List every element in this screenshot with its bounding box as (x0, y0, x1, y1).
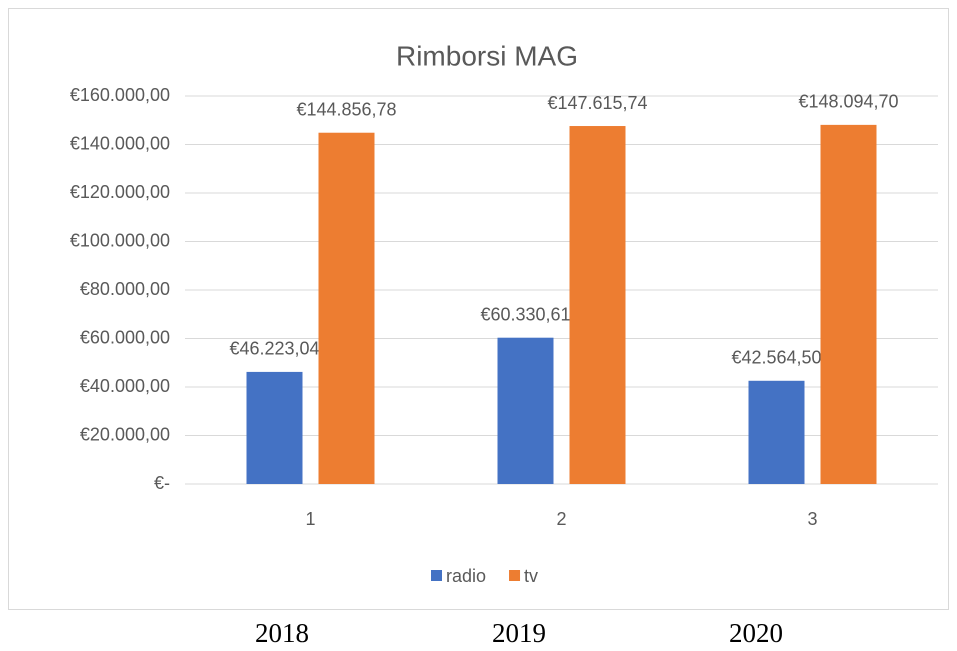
data-label: €46.223,04 (229, 339, 319, 359)
year-caption: 2019 (492, 618, 546, 648)
bar (497, 337, 554, 484)
x-tick-label: 3 (807, 509, 817, 529)
chart-frame (8, 8, 949, 610)
y-tick-label: €140.000,00 (70, 133, 170, 153)
legend-label: tv (524, 566, 538, 586)
legend-label: radio (446, 566, 486, 586)
legend-swatch (509, 570, 521, 581)
x-tick-label: 2 (556, 509, 566, 529)
y-tick-label: €20.000,00 (80, 424, 170, 444)
y-tick-label: €120.000,00 (70, 182, 170, 202)
year-caption: 2018 (255, 618, 309, 648)
bar (820, 124, 877, 484)
y-tick-label: €40.000,00 (80, 376, 170, 396)
x-tick-label: 1 (305, 509, 315, 529)
year-caption: 2020 (729, 618, 783, 648)
data-label: €147.615,74 (547, 93, 647, 113)
bar (748, 380, 805, 484)
y-tick-label: €100.000,00 (70, 230, 170, 250)
data-label: €148.094,70 (798, 92, 898, 112)
y-tick-label: €60.000,00 (80, 327, 170, 347)
y-tick-label: €- (154, 473, 170, 493)
data-label: €42.564,50 (731, 348, 821, 368)
y-tick-label: €160.000,00 (70, 85, 170, 105)
y-tick-label: €80.000,00 (80, 279, 170, 299)
legend-swatch (431, 570, 442, 581)
bar (246, 371, 303, 484)
bar (318, 132, 375, 485)
bar (569, 126, 626, 484)
chart-title: Rimborsi MAG (396, 40, 578, 71)
data-label: €60.330,61 (480, 304, 570, 324)
data-label: €144.856,78 (296, 99, 396, 119)
